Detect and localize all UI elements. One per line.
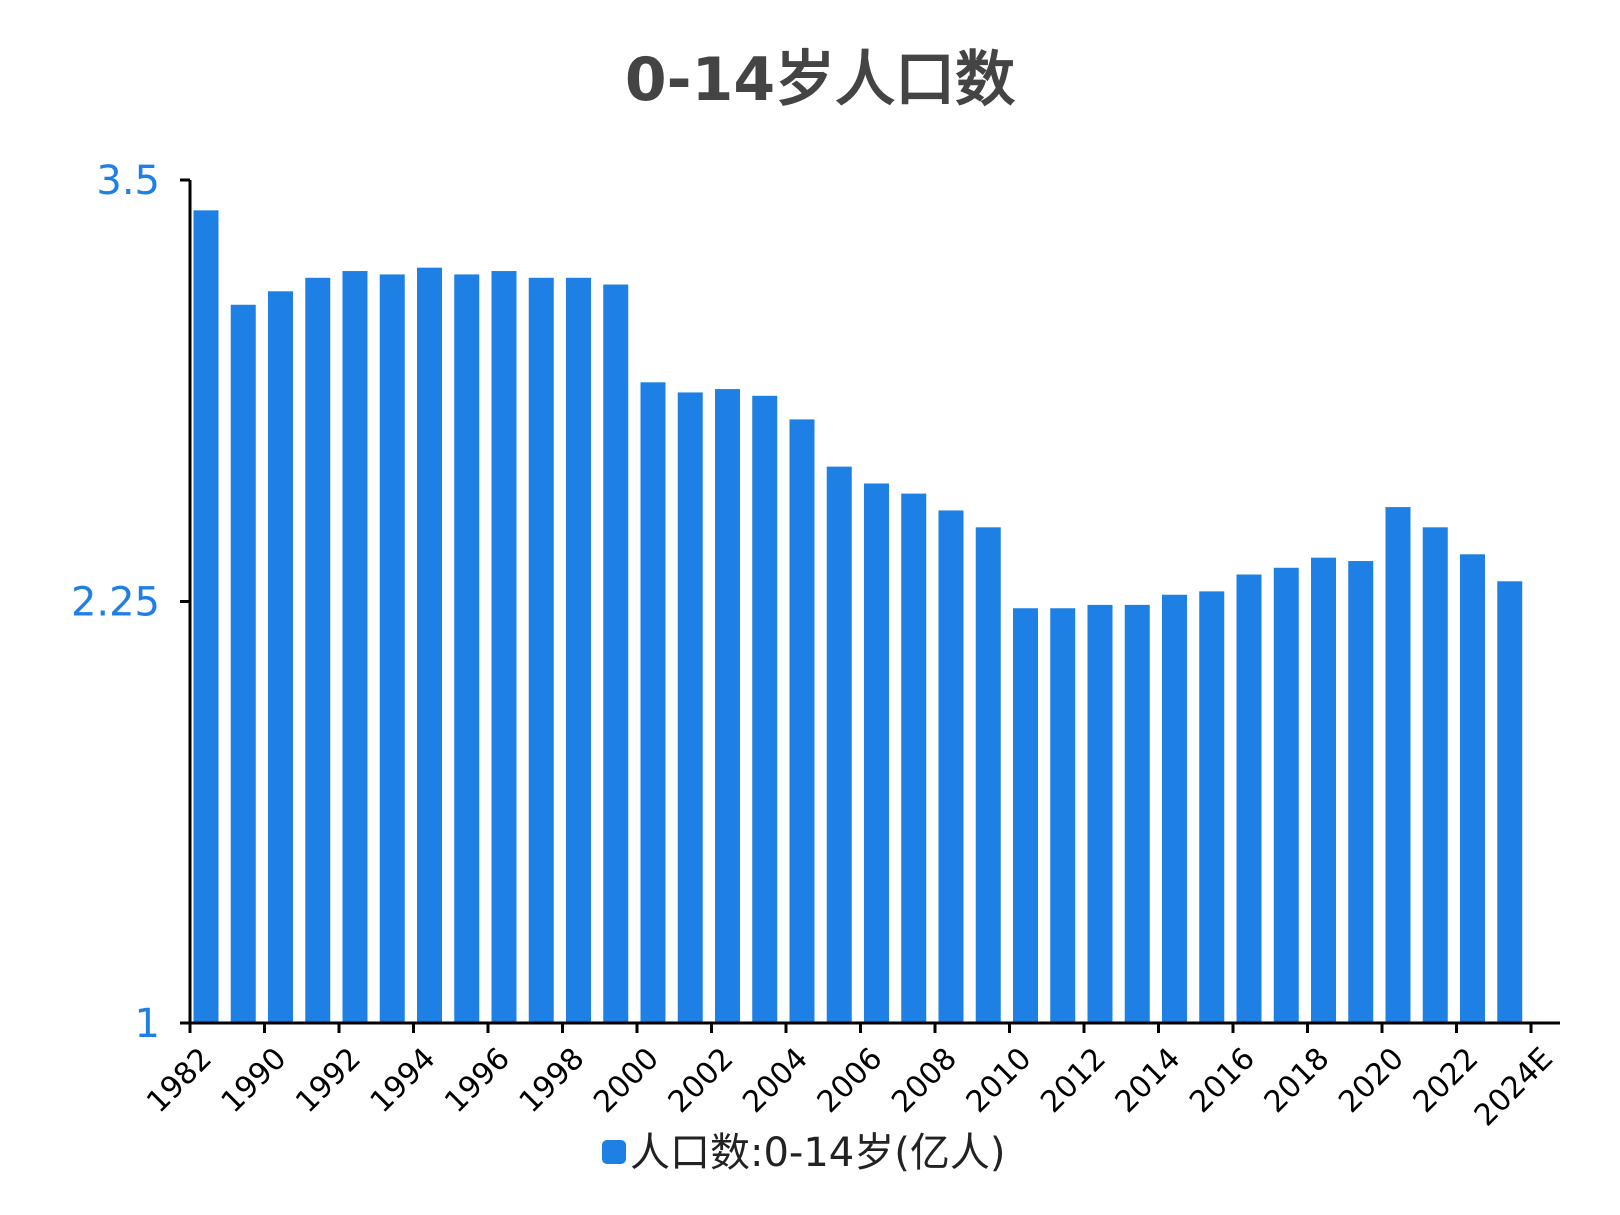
bar-2005: [789, 419, 815, 1023]
bar-2015: [1162, 594, 1187, 1023]
chart-title: 0-14岁人口数: [625, 45, 1015, 115]
bar-1990: [230, 304, 256, 1023]
x-tick-label: 2008: [885, 1041, 964, 1120]
y-tick-label: 2.25: [71, 580, 160, 626]
x-tick-label: 2000: [587, 1041, 666, 1120]
bar-2010: [975, 527, 1001, 1023]
bar-1982: [193, 210, 219, 1024]
x-tick-label: 1994: [364, 1041, 443, 1120]
bar-2013: [1087, 604, 1113, 1023]
x-tick-label: 1982: [140, 1041, 219, 1120]
bar-2019: [1311, 557, 1336, 1023]
x-tick-label: 2012: [1034, 1041, 1113, 1120]
x-ticks-group: 1982199019921994199619982000200220042006…: [140, 1023, 1560, 1133]
y-ticks-group: 1 2.25 3.5: [71, 158, 190, 1047]
bar-1997: [491, 271, 517, 1023]
bar-1992: [305, 277, 331, 1023]
bar-1999: [566, 277, 591, 1023]
bar-2024E: [1497, 581, 1523, 1023]
legend-label: 人口数:0-14岁(亿人): [630, 1130, 1005, 1176]
bar-1991: [268, 291, 293, 1023]
bar-2001: [640, 382, 666, 1023]
x-tick-label: 2006: [811, 1041, 890, 1120]
x-tick-label: 2018: [1258, 1041, 1337, 1120]
bar-2007: [864, 483, 889, 1024]
x-tick-label: 2016: [1183, 1041, 1262, 1120]
x-tick-label: 1996: [438, 1041, 517, 1120]
x-tick-label: 2020: [1332, 1041, 1411, 1120]
bars-group: [193, 210, 1523, 1024]
x-tick-label: 2014: [1109, 1041, 1188, 1120]
bar-1995: [417, 267, 442, 1023]
bar-1998: [528, 277, 554, 1023]
bar-2003: [715, 389, 740, 1023]
bar-2008: [901, 493, 927, 1024]
bar-2021: [1385, 507, 1411, 1024]
bar-2012: [1050, 608, 1076, 1023]
bar-2016: [1199, 591, 1225, 1023]
legend: 人口数:0-14岁(亿人): [602, 1130, 1005, 1176]
bar-2017: [1236, 574, 1262, 1023]
y-tick-label: 3.5: [96, 158, 160, 204]
bar-2014: [1124, 604, 1150, 1023]
x-tick-label: 2004: [736, 1041, 815, 1120]
bar-1996: [454, 274, 480, 1023]
x-tick-label: 2002: [662, 1041, 741, 1120]
bar-2000: [603, 284, 629, 1023]
bar-2009: [938, 510, 964, 1024]
bar-2022: [1422, 527, 1448, 1023]
bar-2002: [677, 392, 703, 1023]
x-tick-label: 2024E: [1468, 1041, 1560, 1133]
bar-1993: [342, 271, 368, 1023]
bar-2020: [1348, 561, 1374, 1023]
x-tick-label: 2010: [960, 1041, 1039, 1120]
bar-2023: [1460, 554, 1485, 1023]
x-tick-label: 1990: [215, 1041, 294, 1120]
bar-1994: [379, 274, 405, 1023]
bar-2006: [826, 466, 852, 1023]
bar-2004: [752, 395, 778, 1023]
y-tick-label: 1: [135, 1001, 160, 1047]
bar-2018: [1273, 567, 1299, 1023]
bar-2011: [1013, 608, 1038, 1023]
x-tick-label: 1992: [289, 1041, 368, 1120]
legend-swatch: [602, 1140, 626, 1164]
x-tick-label: 1998: [513, 1041, 592, 1120]
